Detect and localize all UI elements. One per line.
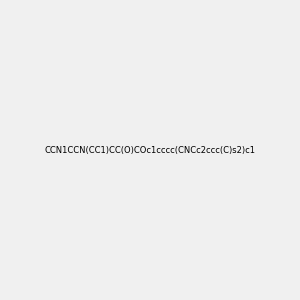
Text: CCN1CCN(CC1)CC(O)COc1cccc(CNCc2ccc(C)s2)c1: CCN1CCN(CC1)CC(O)COc1cccc(CNCc2ccc(C)s2)… (44, 146, 256, 154)
